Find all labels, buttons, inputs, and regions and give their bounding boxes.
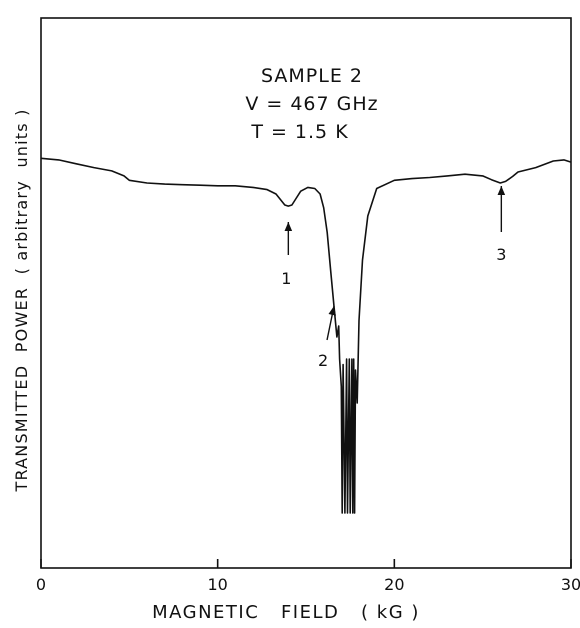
x-tick-label: 10 (207, 575, 227, 594)
resonance-markers: 1 2 3 (281, 186, 506, 370)
marker-label: 3 (496, 245, 506, 264)
marker-label: 1 (281, 269, 291, 288)
annotation-line: V = 467 GHz (245, 93, 378, 115)
marker-arrow-head (497, 186, 506, 195)
marker-arrow-head (328, 306, 336, 316)
chart-annotation-block: SAMPLE 2 V = 467 GHz T = 1.5 K (245, 65, 378, 143)
x-axis-ticks (40, 559, 572, 568)
x-tick-label: 30 (561, 575, 580, 594)
y-axis-label: TRANSMITTED POWER ( arbitrary units ) (12, 108, 31, 492)
x-axis-tick-labels: 0 10 20 30 (36, 575, 580, 594)
x-tick-label: 20 (384, 575, 404, 594)
marker-arrow-head (284, 222, 293, 231)
x-tick-label: 0 (36, 575, 46, 594)
annotation-line: T = 1.5 K (250, 121, 348, 143)
annotation-line: SAMPLE 2 (261, 65, 363, 87)
transmission-trace (40, 157, 572, 514)
marker-label: 2 (318, 351, 328, 370)
x-axis-label: MAGNETIC FIELD ( kG ) (152, 602, 420, 623)
plot-frame (40, 17, 572, 569)
